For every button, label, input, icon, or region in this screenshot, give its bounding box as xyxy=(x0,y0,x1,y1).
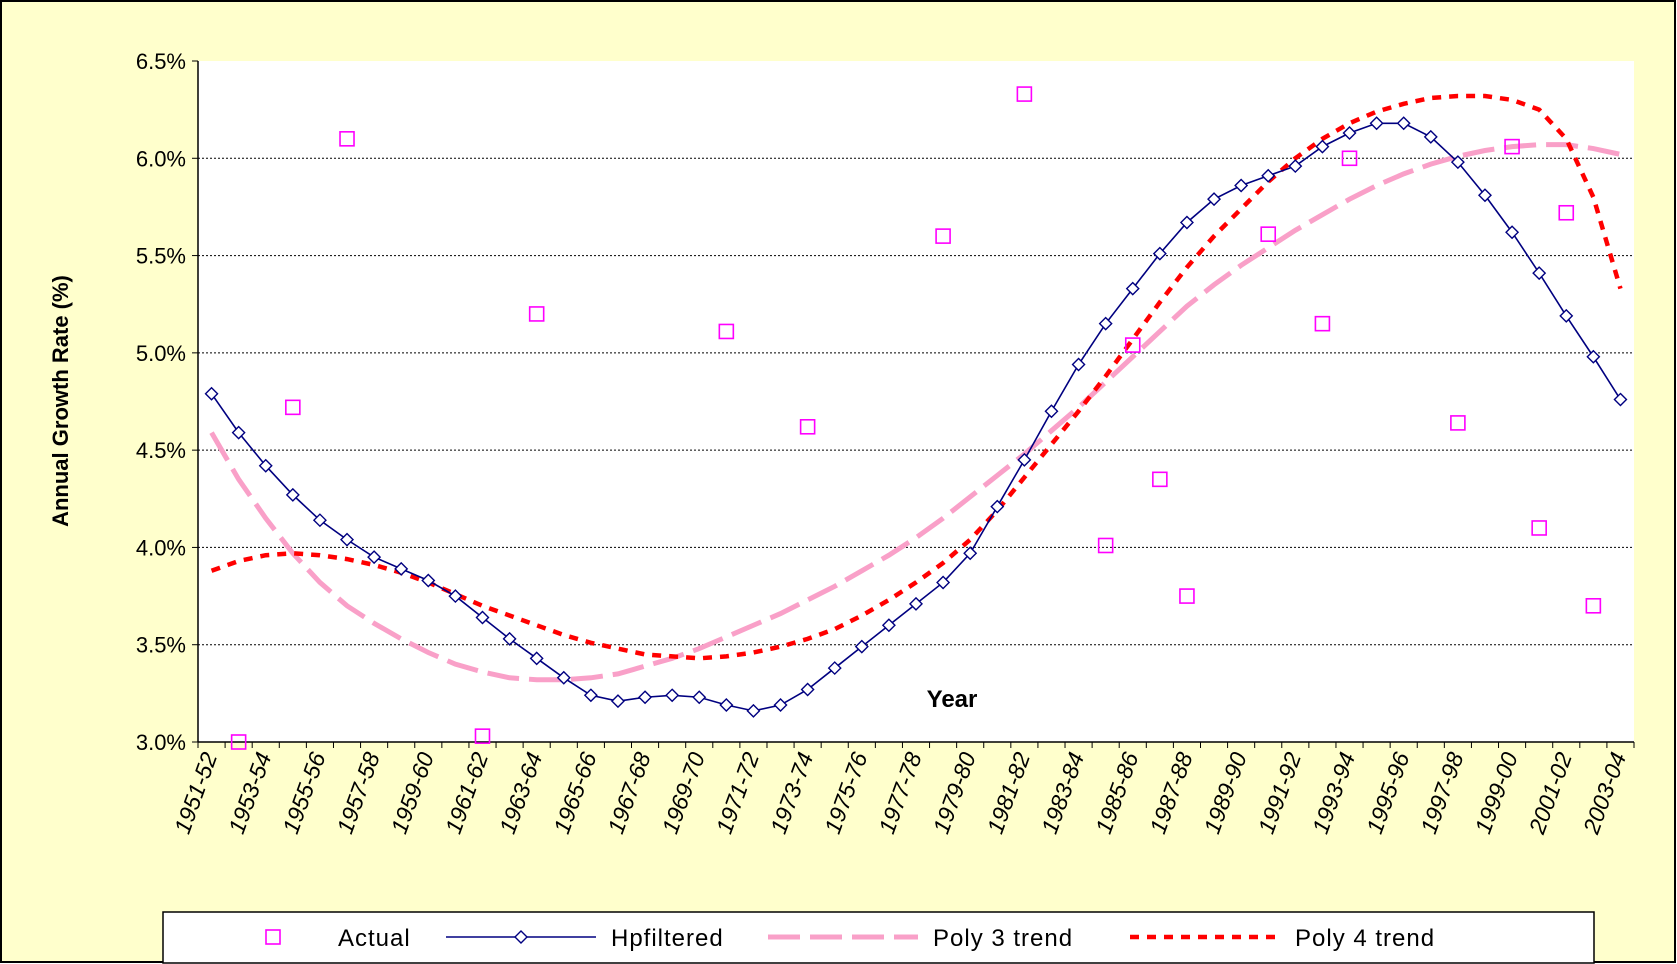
series-line xyxy=(209,142,1621,683)
data-point xyxy=(1613,392,1628,407)
x-axis-title: Year xyxy=(927,686,978,713)
y-tick-label: 5.0% xyxy=(136,341,186,366)
data-point xyxy=(528,306,545,322)
legend-label: Poly 3 trend xyxy=(933,925,1073,952)
data-point xyxy=(448,589,463,604)
data-point xyxy=(474,728,491,744)
legend-label: Poly 4 trend xyxy=(1295,925,1435,952)
data-point xyxy=(827,661,842,676)
data-point xyxy=(1532,266,1547,281)
data-point xyxy=(258,458,273,473)
data-point xyxy=(1097,537,1114,554)
y-tick-label: 6.0% xyxy=(136,146,186,171)
data-point xyxy=(638,690,653,705)
data-point xyxy=(583,688,598,703)
data-point xyxy=(854,639,869,654)
data-point xyxy=(963,546,978,561)
data-point xyxy=(1261,168,1276,183)
y-tick-label: 3.0% xyxy=(136,730,186,755)
data-point xyxy=(1044,404,1059,419)
data-point xyxy=(204,386,219,401)
data-point xyxy=(312,513,327,528)
data-point xyxy=(1531,520,1547,536)
data-point xyxy=(1125,281,1140,296)
data-point xyxy=(1314,315,1331,332)
data-point xyxy=(339,131,355,147)
legend-marker xyxy=(265,929,281,945)
data-point xyxy=(340,532,355,547)
data-point xyxy=(1423,129,1438,144)
data-point xyxy=(936,575,951,590)
y-tick-label: 3.5% xyxy=(136,633,186,658)
data-point xyxy=(719,698,734,713)
data-point xyxy=(1179,588,1195,604)
data-point xyxy=(231,425,246,440)
data-point xyxy=(1505,225,1520,240)
data-point xyxy=(394,561,409,576)
data-point xyxy=(665,688,680,703)
data-point xyxy=(990,499,1005,514)
data-point xyxy=(1234,178,1249,193)
y-axis-title: Annual Growth Rate (%) xyxy=(48,275,73,527)
data-point xyxy=(1017,452,1032,467)
legend-marker xyxy=(514,930,528,944)
data-point xyxy=(1341,150,1358,167)
data-point xyxy=(1315,139,1330,154)
legend-label: Hpfiltered xyxy=(611,925,724,952)
data-point xyxy=(935,228,951,244)
data-point xyxy=(421,573,436,588)
data-point xyxy=(1016,86,1033,102)
data-point xyxy=(773,698,788,713)
data-point xyxy=(1450,155,1465,170)
data-point xyxy=(909,596,923,611)
data-point xyxy=(1450,415,1466,431)
data-point xyxy=(1586,349,1601,364)
data-point xyxy=(1477,188,1492,203)
data-point xyxy=(881,618,896,633)
data-point xyxy=(285,399,301,416)
data-point xyxy=(1124,337,1141,353)
y-tick-label: 4.0% xyxy=(136,535,186,560)
y-tick-label: 5.5% xyxy=(136,244,186,269)
data-point xyxy=(718,323,735,340)
y-tick-label: 4.5% xyxy=(136,438,186,463)
data-point xyxy=(1585,597,1602,614)
data-point xyxy=(1369,116,1384,131)
data-point xyxy=(1207,192,1222,207)
data-point xyxy=(1152,246,1167,261)
data-point xyxy=(1559,308,1574,323)
data-point xyxy=(1260,226,1277,242)
data-point xyxy=(1179,215,1194,230)
legend-label: Actual xyxy=(338,925,411,952)
data-point xyxy=(1098,316,1113,331)
data-point xyxy=(746,703,761,718)
data-point xyxy=(1152,471,1168,488)
data-point xyxy=(800,682,815,697)
data-point xyxy=(1396,116,1411,131)
data-point xyxy=(285,487,300,502)
plot-area xyxy=(198,61,1634,742)
data-point xyxy=(556,670,571,685)
data-point xyxy=(1558,204,1575,221)
data-point xyxy=(1342,126,1357,140)
data-point xyxy=(1288,159,1303,174)
data-point xyxy=(502,631,517,646)
data-point xyxy=(692,690,707,705)
data-point xyxy=(1071,357,1086,372)
data-point xyxy=(610,694,625,709)
data-point xyxy=(367,550,382,565)
data-point xyxy=(529,651,544,666)
data-point xyxy=(475,610,490,625)
y-tick-label: 6.5% xyxy=(136,49,186,74)
data-point xyxy=(1504,138,1520,155)
data-point xyxy=(799,418,816,435)
data-point xyxy=(230,734,247,750)
